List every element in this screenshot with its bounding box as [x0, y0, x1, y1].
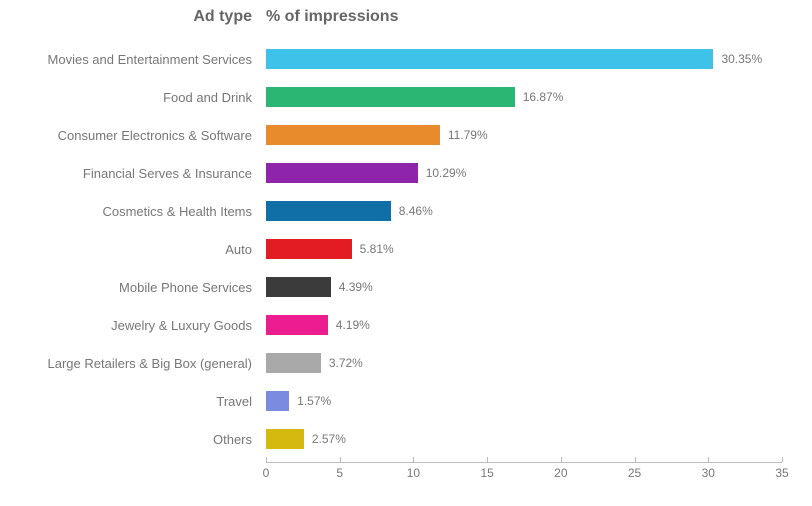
value-label: 16.87% [523, 90, 564, 104]
x-tick [561, 457, 562, 462]
category-label: Mobile Phone Services [0, 280, 266, 295]
bar-area: 4.19% [266, 306, 782, 344]
category-label: Travel [0, 394, 266, 409]
value-label: 4.39% [339, 280, 373, 294]
category-label: Large Retailers & Big Box (general) [0, 356, 266, 371]
bar-row: Cosmetics & Health Items 8.46% [0, 192, 812, 230]
value-label: 2.57% [312, 432, 346, 446]
category-label: Movies and Entertainment Services [0, 52, 266, 67]
x-tick-label: 5 [336, 466, 343, 480]
bar [266, 391, 289, 411]
value-label: 8.46% [399, 204, 433, 218]
bar-area: 16.87% [266, 78, 782, 116]
value-label: 4.19% [336, 318, 370, 332]
bar-row: Movies and Entertainment Services 30.35% [0, 40, 812, 78]
category-label: Cosmetics & Health Items [0, 204, 266, 219]
header-ad-type: Ad type [0, 8, 266, 26]
bar-area: 2.57% [266, 420, 782, 458]
x-tick-label: 15 [480, 466, 493, 480]
bar-row: Mobile Phone Services 4.39% [0, 268, 812, 306]
x-tick [266, 457, 267, 462]
impressions-bar-chart: Ad type % of impressions Movies and Ente… [0, 0, 812, 506]
bar-area: 1.57% [266, 382, 782, 420]
x-tick [635, 457, 636, 462]
category-label: Financial Serves & Insurance [0, 166, 266, 181]
bar-row: Consumer Electronics & Software 11.79% [0, 116, 812, 154]
bar-area: 5.81% [266, 230, 782, 268]
bar-row: Large Retailers & Big Box (general) 3.72% [0, 344, 812, 382]
bar-area: 4.39% [266, 268, 782, 306]
x-axis-line [266, 462, 782, 463]
bar-row: Others 2.57% [0, 420, 812, 458]
value-label: 3.72% [329, 356, 363, 370]
x-tick-label: 25 [628, 466, 641, 480]
value-label: 30.35% [721, 52, 762, 66]
bar-area: 3.72% [266, 344, 782, 382]
category-label: Jewelry & Luxury Goods [0, 318, 266, 333]
bar [266, 201, 391, 221]
chart-header: Ad type % of impressions [0, 8, 398, 26]
bar-area: 30.35% [266, 40, 782, 78]
x-tick-label: 20 [554, 466, 567, 480]
bar-area: 11.79% [266, 116, 782, 154]
x-tick [487, 457, 488, 462]
bar [266, 125, 440, 145]
value-label: 11.79% [448, 128, 488, 142]
category-label: Consumer Electronics & Software [0, 128, 266, 143]
category-label: Auto [0, 242, 266, 257]
category-label: Food and Drink [0, 90, 266, 105]
header-pct-impressions: % of impressions [266, 8, 398, 26]
bar-row: Auto 5.81% [0, 230, 812, 268]
bar [266, 429, 304, 449]
x-tick-label: 10 [407, 466, 420, 480]
bar [266, 315, 328, 335]
value-label: 5.81% [360, 242, 394, 256]
bar-area: 8.46% [266, 192, 782, 230]
category-label: Others [0, 432, 266, 447]
bar [266, 87, 515, 107]
x-tick-label: 35 [775, 466, 788, 480]
x-tick [708, 457, 709, 462]
bar-row: Jewelry & Luxury Goods 4.19% [0, 306, 812, 344]
bar-row: Financial Serves & Insurance 10.29% [0, 154, 812, 192]
x-tick [782, 457, 783, 462]
bar [266, 353, 321, 373]
bar [266, 163, 418, 183]
x-tick [413, 457, 414, 462]
x-tick [340, 457, 341, 462]
x-tick-label: 0 [263, 466, 270, 480]
bar-row: Food and Drink 16.87% [0, 78, 812, 116]
chart-plot-area: Movies and Entertainment Services 30.35% F… [0, 40, 812, 458]
bar-row: Travel 1.57% [0, 382, 812, 420]
value-label: 1.57% [297, 394, 331, 408]
bar [266, 239, 352, 259]
bar [266, 49, 713, 69]
bar-area: 10.29% [266, 154, 782, 192]
x-tick-label: 30 [702, 466, 715, 480]
value-label: 10.29% [426, 166, 467, 180]
bar [266, 277, 331, 297]
